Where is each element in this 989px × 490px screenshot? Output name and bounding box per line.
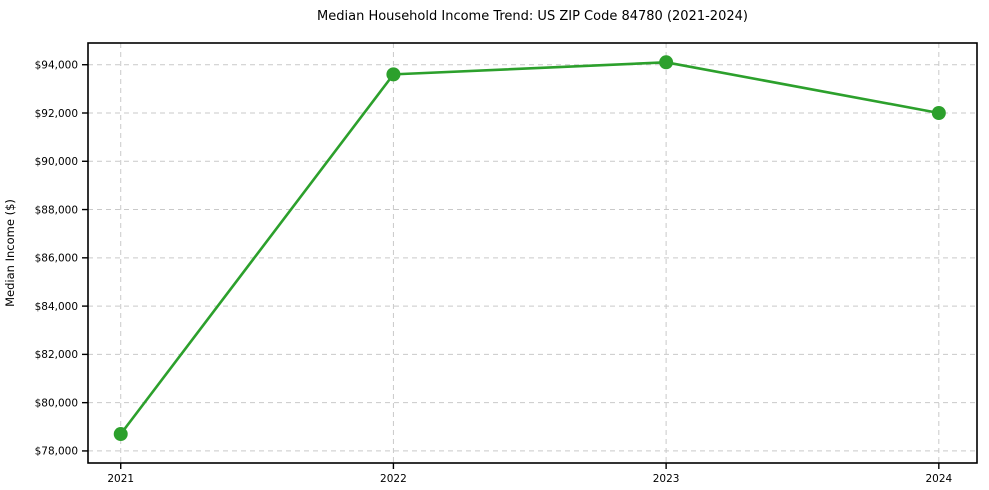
x-tick-label: 2024 — [925, 473, 952, 485]
chart-title: Median Household Income Trend: US ZIP Co… — [317, 9, 748, 24]
y-tick-label: $88,000 — [35, 204, 78, 216]
data-point-2022 — [386, 67, 401, 82]
y-tick-label: $90,000 — [35, 156, 78, 168]
data-point-2021 — [113, 427, 128, 442]
x-tick-label: 2022 — [380, 473, 407, 485]
x-tick-label: 2023 — [653, 473, 680, 485]
y-tick-label: $94,000 — [35, 60, 78, 72]
y-tick-label: $92,000 — [35, 108, 78, 120]
y-axis-label: Median Income ($) — [3, 199, 17, 307]
y-tick-label: $86,000 — [35, 253, 78, 265]
plot-border — [87, 42, 978, 464]
x-tick-label: 2021 — [107, 473, 134, 485]
y-tick-label: $82,000 — [35, 349, 78, 361]
y-tick-label: $84,000 — [35, 301, 78, 313]
y-tick-label: $78,000 — [35, 446, 78, 458]
data-point-2023 — [659, 55, 674, 70]
data-point-2024 — [931, 106, 946, 120]
y-tick-label: $80,000 — [35, 397, 78, 409]
income-trend-line — [119, 61, 941, 436]
